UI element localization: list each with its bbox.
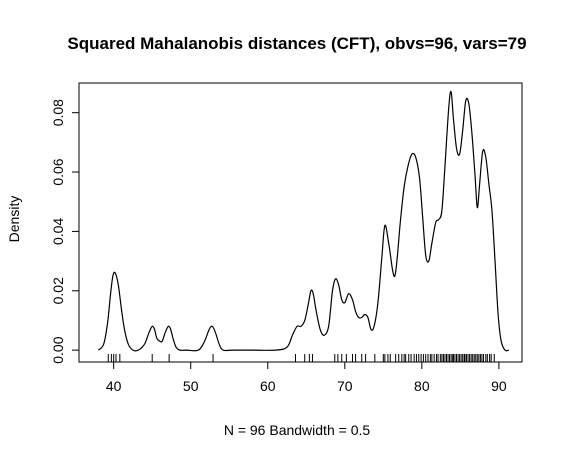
plot-frame <box>78 82 523 363</box>
y-tick-label: 0.06 <box>50 158 66 185</box>
x-tick-label: 70 <box>337 378 353 394</box>
y-axis-label: Density <box>6 196 22 243</box>
x-tick-label: 60 <box>260 378 276 394</box>
x-tick-label: 40 <box>106 378 122 394</box>
x-tick-label: 90 <box>491 378 507 394</box>
plot-title: Squared Mahalanobis distances (CFT), obv… <box>67 34 526 53</box>
y-tick-label: 0.04 <box>50 218 66 245</box>
rug-marks <box>107 354 495 362</box>
y-tick-label: 0.02 <box>50 277 66 304</box>
y-tick-label: 0.08 <box>50 99 66 126</box>
x-axis-label: N = 96 Bandwidth = 0.5 <box>224 422 371 438</box>
x-tick-label: 80 <box>414 378 430 394</box>
y-tick-label: 0.00 <box>50 336 66 363</box>
y-axis: 0.00 0.02 0.04 0.06 0.08 <box>50 99 80 364</box>
x-axis: 40 50 60 70 80 90 <box>106 361 507 394</box>
x-tick-label: 50 <box>183 378 199 394</box>
density-curve <box>97 90 510 352</box>
